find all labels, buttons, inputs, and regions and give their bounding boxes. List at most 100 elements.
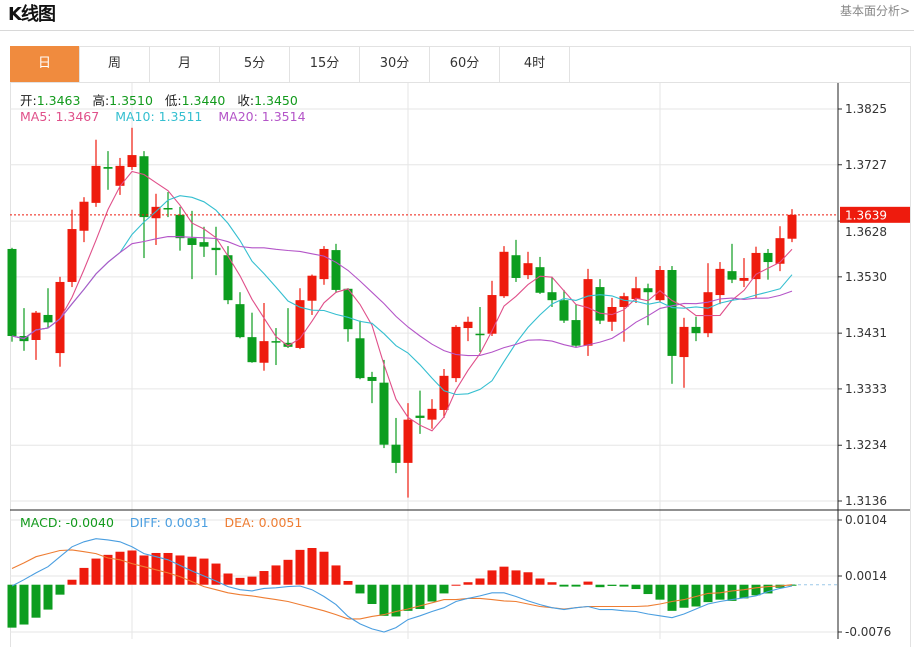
- price-tick-label: 1.3727: [845, 158, 887, 172]
- candle-up: [619, 296, 629, 307]
- candle-down: [595, 287, 605, 321]
- price-tick-label: 1.3333: [845, 382, 887, 396]
- last-price-label: 1.3639: [845, 208, 887, 222]
- macd-bar: [19, 584, 29, 625]
- candle-up: [715, 268, 725, 296]
- candle-down: [211, 247, 221, 251]
- macd-bar: [475, 578, 485, 585]
- candle-up: [307, 275, 317, 301]
- close-value: 1.3450: [254, 93, 298, 108]
- tab-15min[interactable]: 15分: [290, 46, 360, 82]
- macd-bar: [91, 558, 101, 585]
- candle-up: [319, 248, 329, 280]
- macd-bar: [67, 579, 77, 585]
- period-tabs: 日 周 月 5分 15分 30分 60分 4时: [10, 46, 910, 83]
- chart-panel: [10, 46, 911, 647]
- macd-bar: [319, 551, 329, 585]
- macd-bar: [643, 584, 653, 595]
- macd-bar: [127, 550, 137, 585]
- tab-4hour[interactable]: 4时: [500, 46, 570, 82]
- candle-down: [571, 320, 581, 346]
- ohlc-legend: 开:1.3463 高:1.3510 低:1.3440 收:1.3450: [20, 90, 306, 109]
- candle-down: [535, 267, 545, 293]
- macd-bar: [691, 584, 701, 607]
- candle-up: [679, 326, 689, 358]
- open-label: 开:: [20, 93, 37, 108]
- macd-bar: [523, 572, 533, 585]
- ma10-value: MA10: 1.3511: [115, 109, 203, 124]
- candle-up: [79, 201, 89, 231]
- macd-bar: [583, 581, 593, 585]
- close-label: 收:: [237, 93, 255, 108]
- macd-bar: [667, 584, 677, 611]
- macd-bar: [223, 573, 233, 585]
- dea-value: DEA: 0.0051: [224, 515, 303, 530]
- tab-week[interactable]: 周: [80, 46, 150, 82]
- page-title: K线图: [8, 4, 56, 25]
- candle-up: [115, 165, 125, 186]
- macd-bar: [427, 584, 437, 602]
- macd-bar: [259, 571, 269, 585]
- candle-down: [283, 342, 293, 347]
- tab-month[interactable]: 月: [150, 46, 220, 82]
- fundamental-analysis-link[interactable]: 基本面分析>: [839, 4, 910, 18]
- macd-bar: [631, 584, 641, 590]
- macd-bar: [79, 567, 89, 585]
- macd-bar: [607, 584, 617, 586]
- ma5-value: MA5: 1.3467: [20, 109, 100, 124]
- candle-up: [775, 238, 785, 264]
- macd-bar: [415, 584, 425, 609]
- macd-bar: [367, 584, 377, 604]
- macd-bar: [139, 555, 149, 585]
- candle-up: [463, 321, 473, 329]
- macd-bar: [451, 584, 461, 586]
- candle-down: [415, 415, 425, 418]
- macd-bar: [679, 584, 689, 608]
- macd-bar: [7, 584, 17, 628]
- macd-bar: [727, 584, 737, 601]
- candle-up: [55, 281, 65, 354]
- tab-day[interactable]: 日: [10, 46, 80, 82]
- candle-up: [259, 341, 269, 363]
- macd-bar: [439, 584, 449, 594]
- macd-bar: [355, 584, 365, 594]
- candle-up: [523, 263, 533, 276]
- macd-bar: [739, 584, 749, 599]
- macd-bar: [655, 584, 665, 600]
- price-tick-label: 1.3431: [845, 326, 887, 340]
- ma10-line: [11, 195, 793, 396]
- tab-30min[interactable]: 30分: [360, 46, 430, 82]
- candle-up: [631, 288, 641, 300]
- high-value: 1.3510: [109, 93, 153, 108]
- macd-bar: [331, 565, 341, 585]
- candle-up: [439, 375, 449, 410]
- macd-bar: [295, 549, 305, 585]
- candle-up: [487, 295, 497, 334]
- ma20-value: MA20: 1.3514: [218, 109, 306, 124]
- candle-down: [367, 376, 377, 381]
- candle-down: [559, 300, 569, 321]
- candle-up: [67, 229, 77, 282]
- macd-tick-label: 0.0104: [845, 513, 887, 527]
- macd-bar: [211, 563, 221, 585]
- price-tick-label: 1.3530: [845, 270, 887, 284]
- candle-down: [7, 248, 17, 337]
- macd-bar: [271, 565, 281, 585]
- price-tick-label: 1.3136: [845, 494, 887, 508]
- macd-bar: [535, 578, 545, 585]
- macd-bar: [487, 570, 497, 585]
- tab-5min[interactable]: 5分: [220, 46, 290, 82]
- macd-bar: [547, 582, 557, 585]
- ma-legend: MA5: 1.3467 MA10: 1.3511 MA20: 1.3514: [20, 109, 306, 124]
- open-value: 1.3463: [36, 93, 81, 108]
- candle-up: [739, 277, 749, 281]
- macd-bar: [163, 552, 173, 585]
- ma20-line: [11, 236, 793, 357]
- macd-tick-label: 0.0014: [845, 569, 887, 583]
- tab-60min[interactable]: 60分: [430, 46, 500, 82]
- macd-bar: [391, 584, 401, 617]
- candle-down: [727, 271, 737, 280]
- candle-down: [391, 444, 401, 463]
- macd-bar: [499, 566, 509, 585]
